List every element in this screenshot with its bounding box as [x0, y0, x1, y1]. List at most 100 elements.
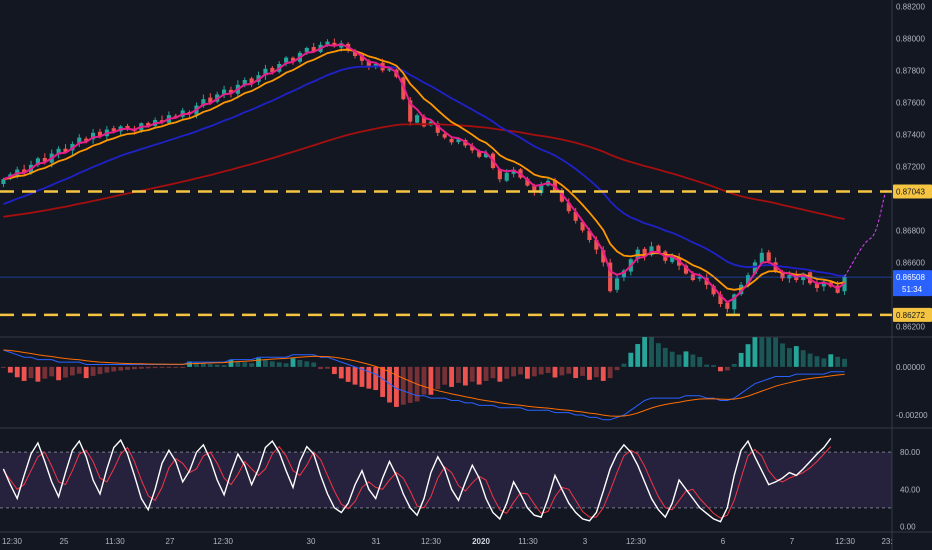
macd-histogram-bar: [159, 366, 165, 368]
price-axis-tick-label: 0.88200: [896, 2, 925, 11]
projection-path: [844, 188, 888, 278]
macd-histogram-bar: [821, 358, 827, 367]
macd-histogram-bar: [718, 366, 723, 372]
candle-body: [601, 250, 606, 263]
macd-histogram-bar: [559, 366, 565, 376]
price-axis[interactable]: 0.88200 0.88000 0.87800 0.87600 0.87400 0.872…: [893, 2, 932, 531]
macd-histogram-bar: [662, 347, 668, 367]
macd-histogram-bar: [194, 362, 199, 367]
candle-body: [821, 281, 826, 287]
price-axis-tick-label: 0.87800: [896, 66, 925, 75]
candle-body: [173, 115, 178, 117]
time-axis-tick-label: 23:: [881, 537, 892, 546]
macd-histogram-bar: [614, 366, 620, 371]
macd-histogram-bar: [483, 366, 489, 382]
price-axis-tick-label: 0.87200: [896, 162, 925, 171]
macd-histogram-bar: [752, 337, 758, 367]
macd-line: [3, 349, 845, 421]
macd-histogram-bar: [607, 366, 613, 379]
time-axis-tick-label: 12:30: [421, 537, 442, 546]
macd-histogram-bar: [738, 352, 744, 367]
candle-body: [366, 60, 371, 68]
macd-histogram-bar: [276, 362, 282, 367]
macd-histogram-bar: [683, 351, 689, 367]
macd-axis-tick-label: 0.00000: [896, 363, 925, 372]
macd-histogram-bar: [304, 361, 310, 367]
macd-histogram-bar: [311, 362, 317, 367]
candle-body: [621, 270, 627, 278]
macd-histogram-bar: [400, 366, 406, 405]
level-price-tag-label: 0.87043: [896, 188, 925, 197]
macd-histogram-bar: [256, 358, 261, 367]
stoch-axis-tick-label: 80.00: [900, 448, 921, 457]
macd-histogram-bar: [731, 363, 737, 367]
macd-histogram-bar: [842, 358, 847, 367]
macd-histogram-bar: [338, 366, 344, 379]
time-axis-tick-label: 12:30: [626, 537, 647, 546]
candle-body: [725, 302, 730, 309]
candle-body: [221, 89, 227, 96]
candle-body: [332, 42, 337, 47]
price-axis-tick-label: 0.88000: [896, 34, 925, 43]
stoch-band: [0, 452, 892, 508]
candle-body: [22, 169, 27, 173]
candle-body: [587, 230, 592, 240]
price-axis-tick-label: 0.86200: [896, 322, 925, 331]
candle-body: [504, 172, 509, 181]
candle-body: [408, 100, 413, 122]
macd-signal-line: [3, 349, 845, 417]
macd-histogram-bar: [359, 366, 365, 387]
candle-body: [449, 138, 454, 143]
macd-histogram-bar: [642, 337, 648, 367]
macd-histogram-bar: [552, 366, 558, 378]
candle-body: [1, 179, 6, 184]
candle-body: [201, 99, 206, 106]
macd-histogram-bar: [469, 366, 475, 382]
candle-body: [497, 169, 502, 180]
candle-body: [573, 211, 578, 221]
candle-body: [228, 89, 234, 93]
macd-histogram-bar: [635, 344, 641, 367]
macd-histogram-bar: [490, 366, 496, 379]
candle-body: [697, 276, 702, 279]
candle-body: [97, 131, 103, 136]
macd-histogram-bar: [690, 354, 696, 367]
macd-histogram-bar: [90, 366, 96, 376]
macd-histogram-bar: [504, 366, 510, 379]
time-axis-tick-label: 11:30: [105, 537, 125, 546]
macd-histogram-bar: [152, 366, 158, 369]
candle-body: [325, 41, 330, 45]
candle-body: [711, 285, 716, 295]
macd-histogram-bar: [14, 366, 20, 378]
macd-histogram-bar: [704, 364, 710, 367]
time-axis[interactable]: 12:30 25 11:30 27 12:30 30 31 12:30 2020 11:30 3 12…: [2, 537, 893, 546]
macd-histogram-bar: [407, 366, 413, 403]
candle-body: [814, 283, 820, 288]
macd-histogram-bar: [538, 366, 544, 375]
macd-histogram-bar: [600, 366, 606, 381]
macd-histogram-bar: [352, 366, 358, 385]
macd-histogram-bar: [42, 366, 48, 379]
time-axis-tick-label: 2020: [472, 537, 490, 546]
macd-histogram-bar: [35, 366, 41, 382]
macd-histogram-bar: [331, 366, 337, 375]
price-levels-layer[interactable]: [0, 190, 892, 317]
macd-histogram-bar: [773, 337, 779, 367]
moving-average-medium: [3, 48, 845, 291]
macd-histogram-bar: [56, 366, 62, 381]
macd-histogram-bar: [269, 361, 275, 367]
macd-histogram-bar: [49, 366, 55, 377]
macd-histogram-bar: [456, 366, 461, 383]
candle-body: [580, 222, 585, 231]
candle-body: [656, 245, 661, 253]
time-axis-tick-label: 11:30: [518, 537, 538, 546]
macd-histogram-bar: [793, 346, 799, 367]
candle-body: [435, 123, 440, 133]
candle-body: [146, 123, 151, 127]
macd-histogram-bar: [766, 337, 772, 367]
current-price-tag-label: 0.86508: [896, 273, 925, 282]
macd-histogram-bar: [580, 366, 585, 376]
candle-body: [766, 252, 771, 261]
macd-histogram-bar: [180, 366, 186, 368]
